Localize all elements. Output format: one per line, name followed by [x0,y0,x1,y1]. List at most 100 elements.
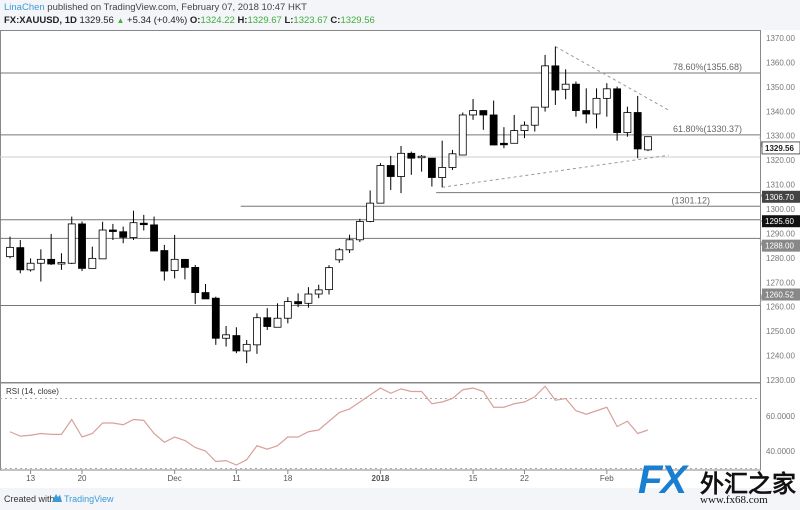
candle [427,157,436,178]
candle [201,292,210,300]
candle [644,136,652,151]
price-tick-label: 1230.00 [766,376,795,385]
candle [376,165,385,204]
badge-pointer [759,192,763,198]
candle [366,202,375,222]
candle [16,247,25,271]
time-tick-label: 18 [283,474,292,483]
candle [541,65,549,108]
candle [160,250,169,272]
badge-pointer [759,219,763,222]
candle [232,335,241,352]
candle [304,293,313,304]
candle [469,110,477,116]
price-tick-label: 1270.00 [766,278,795,287]
candle [448,153,457,168]
low-value: 1323.67 [293,15,328,26]
price-tick-label: 1260.00 [766,303,795,312]
price-tick-label: 1300.00 [766,205,795,214]
price-badge: 1306.70 [765,193,794,202]
fx68-watermark: FX 外汇之家 www.fx68.com [638,458,800,510]
candle [273,317,282,328]
price-tick-label: 1330.00 [766,132,795,141]
close-value: 1329.56 [340,15,375,26]
level-label: 61.80%(1330.37) [673,124,742,134]
candle [314,289,323,295]
price-badge-bg [762,239,800,252]
created-with-label: Created with [4,494,55,504]
candle [57,262,66,265]
symbol-info: FX:XAUUSD, 1D 1329.56 ▲ +5.34 (+0.4%) O:… [4,15,375,26]
time-tick-label: 11 [232,474,241,483]
price-tick-label: 1240.00 [766,352,795,361]
candle [345,239,354,251]
low-label: L: [284,15,294,26]
candle [551,65,560,91]
tradingview-link[interactable]: TradingView [64,494,114,504]
candle [181,258,189,268]
candle [489,114,498,146]
candle [139,222,148,226]
candle [211,297,220,339]
candle [6,246,14,258]
candle [386,165,395,177]
candle [170,258,179,271]
price-badge-bg [762,215,800,228]
high-label: H: [237,15,248,26]
badge-pointer [759,294,763,306]
candle [479,110,488,116]
candle [294,301,303,305]
symbol: FX:XAUUSD, 1D [4,15,77,26]
candle [335,249,344,261]
candle [67,223,76,264]
tradingview-logo-icon [52,494,62,502]
time-tick-label: 13 [26,474,35,483]
open-label: O: [189,15,201,26]
candle [26,262,35,271]
candle [98,229,107,260]
candle [633,112,642,150]
time-tick-label: 20 [78,474,87,483]
candle [572,83,580,111]
candle [417,155,426,159]
price-tick-label: 1360.00 [766,58,795,67]
candle [88,257,97,269]
candle [458,114,467,156]
last-price: 1329.56 [79,15,114,26]
last-price-badge: 1329.56 [765,144,794,153]
price-badge: 1295.60 [765,217,794,226]
author-link[interactable]: LinaChen [4,2,45,13]
candle [530,106,539,126]
price-chart[interactable]: 78.60%(1355.68) 61.80%(1330.37) (1301.12) 1… [0,28,800,488]
level-label: 78.60%(1355.68) [673,62,742,72]
candle [283,301,292,319]
rsi-line [9,385,649,466]
footer: Created with TradingView [0,488,800,510]
price-tick-label: 1280.00 [766,254,795,263]
time-tick-label: Dec [168,474,182,483]
candle [397,152,405,177]
price-badge: 1288.00 [765,242,794,251]
price-tick-label: 1370.00 [766,34,795,43]
price-change: +5.34 (+0.4%) [127,15,188,26]
trend-line [555,46,669,111]
candle [438,167,447,178]
candle [561,83,570,90]
level-label: (1301.12) [671,195,710,205]
time-tick-label: 22 [520,474,529,483]
candle [500,142,508,146]
watermark-url: www.fx68.com [700,494,768,506]
up-arrow-icon: ▲ [116,16,125,25]
price-tick-label: 1320.00 [766,156,795,165]
candle [355,221,364,241]
candle [623,112,632,133]
candle [510,130,519,144]
candle [263,317,272,327]
high-value: 1329.67 [247,15,282,26]
candle [36,258,45,264]
candle [129,222,138,238]
trend-line [442,154,669,188]
price-tick-label: 1340.00 [766,107,795,116]
price-tick-label: 1250.00 [766,327,795,336]
candle [150,224,158,252]
